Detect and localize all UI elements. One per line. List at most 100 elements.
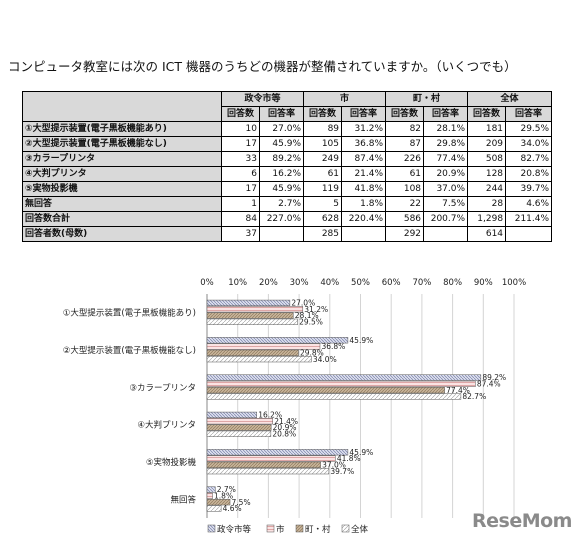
- table-cell: 226: [385, 151, 425, 167]
- table-cell: 16.2%: [258, 166, 305, 182]
- data-label: 2.7%: [217, 485, 236, 494]
- bar-seireishi: [206, 486, 216, 493]
- table-cell: 29.8%: [423, 136, 469, 152]
- bar-chouson: [206, 499, 231, 506]
- legend-swatch: [341, 524, 350, 533]
- table-cell: 285: [303, 226, 343, 242]
- table-cell: 37.0%: [423, 181, 469, 197]
- data-label: 7.5%: [232, 498, 251, 507]
- data-label: 28.1%: [295, 311, 319, 320]
- legend-label: 町・村: [305, 524, 331, 535]
- category-label: ③カラープリンタ: [129, 383, 196, 393]
- table-group-header: 政令市等: [220, 91, 305, 107]
- bar-chouson: [206, 312, 294, 319]
- bar-shi: [206, 306, 304, 313]
- table-cell: [258, 226, 305, 242]
- table-sub-header: 回答数: [467, 106, 507, 122]
- data-label: 34.0%: [313, 355, 337, 364]
- x-tick-label: 90%: [474, 278, 493, 288]
- data-label: 29.5%: [299, 317, 323, 326]
- table-cell: 227.0%: [258, 211, 305, 227]
- x-tick-label: 100%: [502, 278, 526, 288]
- table-row: 回答者数(母数) 37 285 292 614: [22, 226, 553, 242]
- table-cell: 6: [221, 166, 260, 182]
- table-cell: 82.7%: [505, 151, 553, 167]
- table-cell: 61: [303, 166, 343, 182]
- table-cell: [505, 226, 553, 242]
- bar-chouson: [206, 461, 321, 468]
- x-tick-label: 60%: [382, 278, 401, 288]
- bar-seireishi: [206, 449, 349, 456]
- x-tick-label: 0%: [200, 278, 214, 288]
- table-cell: 36.8%: [341, 136, 387, 152]
- bar-seireishi: [206, 411, 257, 419]
- legend-swatch: [295, 524, 304, 533]
- table-cell: 108: [385, 181, 425, 197]
- table-cell: 1,298: [467, 211, 507, 227]
- data-label: 20.8%: [272, 429, 296, 438]
- table-group-header: 全体: [467, 91, 553, 107]
- table-row: ②大型提示装置(電子黒板機能なし) 17 45.9% 105 36.8% 87 29.8% 2…: [22, 136, 553, 152]
- bar-chouson: [206, 424, 272, 431]
- table-group-header: 市: [303, 91, 387, 107]
- bar-zentai: [206, 468, 330, 475]
- table-cell: 61: [385, 166, 425, 182]
- table-cell: 37: [221, 226, 260, 242]
- table-cell: [423, 226, 469, 242]
- table-cell: 128: [467, 166, 507, 182]
- table-cell: 105: [303, 136, 343, 152]
- bar-chart: 0% 10% 20% 30% 40% 50% 60% 70% 80% 90% 100% ①大型提示装…: [63, 278, 526, 535]
- table-cell: 31.2%: [341, 121, 387, 137]
- table-group-header: 町・村: [385, 91, 469, 107]
- table-cell: 10: [221, 121, 260, 137]
- bar-shi: [206, 418, 273, 425]
- table-cell: 7.5%: [423, 196, 469, 212]
- table-sub-header: 回答数: [385, 106, 425, 122]
- table-cell: 34.0%: [505, 136, 553, 152]
- table-cell: 21.4%: [341, 166, 387, 182]
- data-label: 27.0%: [291, 299, 315, 308]
- table-cell: 628: [303, 211, 343, 227]
- table-cell: 220.4%: [341, 211, 387, 227]
- table-sub-header: 回答率: [341, 106, 387, 122]
- bar-zentai: [206, 505, 222, 512]
- table-cell: 20.8%: [505, 166, 553, 182]
- legend-swatch: [207, 524, 216, 533]
- table-cell: 614: [467, 226, 507, 242]
- table-row: 回答数合計 84 227.0% 628 220.4% 586 200.7% 1,298 211.…: [22, 211, 553, 227]
- table-row: ⑤実物投影機 17 45.9% 119 41.8% 108 37.0% 244 39.7%: [22, 181, 553, 197]
- legend-label: 政令市等: [217, 524, 252, 535]
- table-cell: 244: [467, 181, 507, 197]
- table-row: ④大判プリンタ 6 16.2% 61 21.4% 61 20.9% 128 20.8%: [22, 166, 553, 182]
- table-sub-header: 回答数: [303, 106, 343, 122]
- bar-chouson: [206, 387, 445, 394]
- table-cell: 586: [385, 211, 425, 227]
- bar-zentai: [206, 393, 462, 400]
- table-cell: 27.0%: [258, 121, 305, 137]
- bar-zentai: [206, 356, 312, 363]
- table-cell: 87: [385, 136, 425, 152]
- data-label: 16.2%: [258, 411, 282, 420]
- data-label: 77.4%: [446, 386, 470, 395]
- resemom-logo: ReseMom: [472, 510, 572, 532]
- table-sub-header: 回答率: [423, 106, 469, 122]
- data-label: 20.9%: [273, 423, 297, 432]
- table-row-label: ⑤実物投影機: [22, 181, 222, 197]
- table-cell: 4.6%: [505, 196, 553, 212]
- x-tick-label: 80%: [443, 278, 462, 288]
- table-cell: 28.1%: [423, 121, 469, 137]
- data-label: 45.9%: [349, 448, 373, 457]
- data-label: 4.6%: [223, 504, 242, 513]
- table-row-label: ②大型提示装置(電子黒板機能なし): [22, 136, 222, 152]
- table-cell: 87.4%: [341, 151, 387, 167]
- table-cell: 5: [303, 196, 343, 212]
- data-label: 39.7%: [330, 467, 354, 476]
- table-cell: 249: [303, 151, 343, 167]
- table-cell: 82: [385, 121, 425, 137]
- table-cell: [341, 226, 387, 242]
- table-cell: 292: [385, 226, 425, 242]
- table-cell: 33: [221, 151, 260, 167]
- data-label: 36.8%: [321, 342, 345, 351]
- bar-zentai: [206, 430, 272, 437]
- bar-shi: [206, 343, 321, 350]
